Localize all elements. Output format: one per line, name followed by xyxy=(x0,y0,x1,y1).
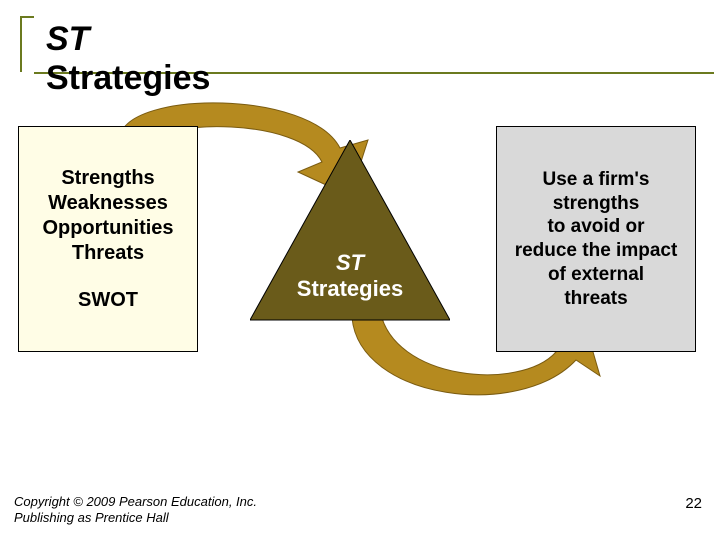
desc-line: to avoid or xyxy=(547,215,644,239)
copyright-footer: Copyright © 2009 Pearson Education, Inc.… xyxy=(14,494,257,527)
desc-line: of external xyxy=(548,263,644,287)
swot-line: Opportunities xyxy=(42,216,173,241)
triangle-text1: ST xyxy=(336,250,366,275)
triangle-wrap: ST Strategies xyxy=(250,140,450,340)
title-prefix: ST xyxy=(46,20,89,58)
swot-box: Strengths Weaknesses Opportunities Threa… xyxy=(18,126,198,352)
diagram: Strengths Weaknesses Opportunities Threa… xyxy=(0,100,720,440)
triangle-text2: Strategies xyxy=(297,276,403,301)
desc-line: reduce the impact xyxy=(515,239,678,263)
desc-line: threats xyxy=(564,287,627,311)
swot-line: Threats xyxy=(72,241,144,266)
description-box: Use a firm's strengths to avoid or reduc… xyxy=(496,126,696,352)
triangle-svg: ST Strategies xyxy=(250,140,450,340)
desc-line: strengths xyxy=(553,192,640,216)
page-title: ST Strategies xyxy=(46,20,210,98)
title-rest: Strategies xyxy=(46,59,210,97)
swot-line: Weaknesses xyxy=(48,191,168,216)
swot-line: Strengths xyxy=(61,166,154,191)
footer-line1: Copyright © 2009 Pearson Education, Inc. xyxy=(14,494,257,510)
title-corner-accent xyxy=(20,16,34,72)
footer-line2: Publishing as Prentice Hall xyxy=(14,510,257,526)
desc-line: Use a firm's xyxy=(543,168,650,192)
swot-label: SWOT xyxy=(78,288,138,313)
page-number: 22 xyxy=(685,495,702,512)
